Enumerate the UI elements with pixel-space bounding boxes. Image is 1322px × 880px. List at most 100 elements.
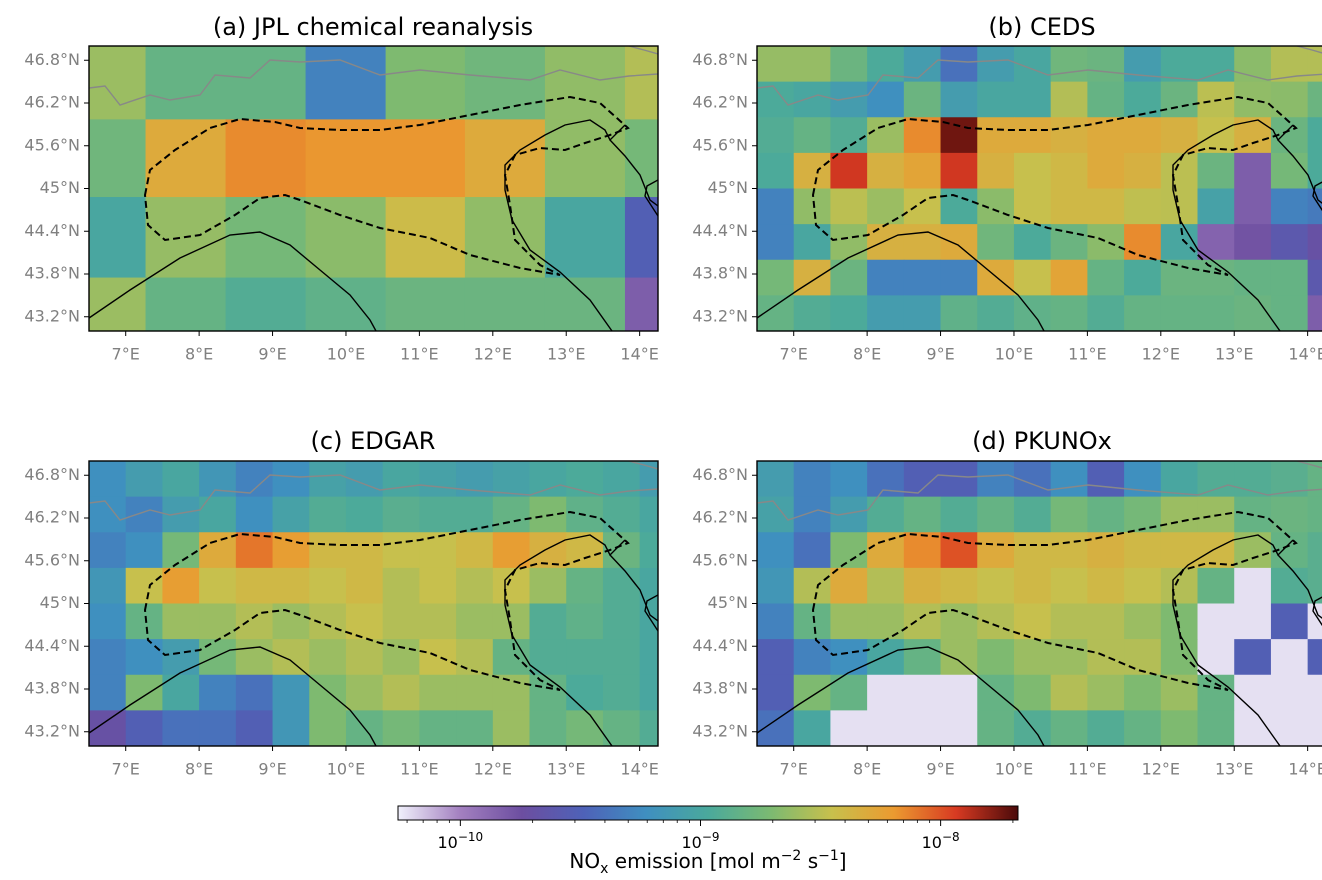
x-tick-label: 13°E — [547, 760, 585, 779]
grid-cell — [1050, 117, 1088, 154]
grid-cell — [1013, 152, 1052, 189]
grid-cell — [1050, 295, 1088, 331]
y-tick-label: 44.4°N — [24, 221, 80, 240]
grid-cell — [793, 674, 831, 711]
grid-cells — [89, 461, 658, 746]
grid-cell — [639, 496, 658, 533]
y-tick-label: 45°N — [708, 178, 748, 197]
grid-cell — [793, 567, 831, 604]
grid-cell — [1013, 188, 1052, 225]
grid-cell — [492, 496, 531, 533]
grid-cell — [903, 674, 942, 711]
grid-cell — [382, 532, 420, 569]
grid-cell — [867, 259, 905, 296]
grid-cell — [272, 639, 310, 676]
grid-cell — [940, 603, 978, 640]
grid-cell — [903, 532, 942, 569]
grid-cell — [235, 461, 274, 498]
x-tick-label: 10°E — [327, 345, 365, 364]
y-tick-label: 45°N — [40, 593, 80, 612]
grid-cell — [830, 117, 868, 154]
grid-cell — [1270, 152, 1309, 189]
grid-cell — [1160, 295, 1199, 331]
grid-cell — [456, 674, 494, 711]
grid-cell — [89, 567, 127, 604]
grid-cell — [566, 567, 604, 604]
grid-cell — [309, 532, 347, 569]
x-tick-label: 13°E — [1215, 345, 1253, 364]
grid-cell — [1050, 532, 1088, 569]
grid-cell — [456, 710, 494, 746]
grid-cell — [1087, 259, 1125, 296]
x-tick-label: 11°E — [1068, 760, 1106, 779]
x-tick-label: 7°E — [780, 345, 808, 364]
grid-cell — [305, 119, 387, 198]
grid-cell — [867, 639, 905, 676]
grid-cell — [419, 603, 457, 640]
grid-cell — [1013, 532, 1052, 569]
grid-cell — [382, 674, 420, 711]
x-tick-label: 7°E — [112, 345, 140, 364]
grid-cell — [1124, 152, 1162, 189]
grid-cell — [903, 295, 942, 331]
grid-cell — [830, 188, 868, 225]
grid-cell — [867, 603, 905, 640]
grid-cell — [235, 639, 274, 676]
y-tick-label: 43.2°N — [692, 306, 748, 325]
grid-cell — [235, 532, 274, 569]
grid-cell — [1197, 224, 1235, 261]
grid-cell — [529, 710, 567, 746]
colorbar: 10−10 10−9 10−8 — [397, 805, 1019, 852]
grid-cell — [1234, 295, 1272, 331]
y-tick-label: 43.8°N — [24, 679, 80, 698]
grid-cell — [235, 496, 274, 533]
tick-exponent: −9 — [702, 830, 720, 844]
grid-cell — [867, 496, 905, 533]
y-tick-label: 46.8°N — [24, 50, 80, 69]
label-part: s — [801, 849, 818, 873]
label-part: emission [mol m — [608, 849, 780, 873]
grid-cell — [624, 119, 658, 198]
grid-cell — [1124, 224, 1162, 261]
grid-cell — [1307, 496, 1322, 533]
grid-cell — [1197, 603, 1235, 640]
grid-cell — [125, 496, 163, 533]
grid-cell — [89, 674, 127, 711]
label-part: NO — [569, 849, 600, 873]
grid-cell — [757, 461, 795, 498]
grid-cell — [940, 259, 978, 296]
y-tick-label: 45°N — [708, 593, 748, 612]
x-tick-label: 14°E — [620, 345, 658, 364]
grid-cell — [867, 710, 905, 746]
grid-cell — [1124, 639, 1162, 676]
grid-cell — [793, 496, 831, 533]
grid-cell — [940, 224, 978, 261]
grid-cell — [1160, 46, 1199, 83]
grid-cell — [145, 277, 227, 331]
grid-cell — [125, 567, 163, 604]
grid-cell — [1160, 259, 1199, 296]
grid-cell — [639, 674, 658, 711]
grid-cell — [830, 461, 868, 498]
grid-cell — [830, 532, 868, 569]
grid-cell — [903, 567, 942, 604]
tick-base: 10 — [438, 833, 458, 852]
grid-cell — [492, 674, 531, 711]
x-tick-label: 7°E — [112, 760, 140, 779]
grid-cell — [977, 81, 1015, 118]
grid-cell — [1197, 188, 1235, 225]
grid-cell — [757, 188, 795, 225]
grid-cell — [225, 197, 307, 279]
map-panel: 7°E 8°E 9°E 10°E 11°E 12°E 13°E 14°E 46.8°N 46.2°… — [692, 460, 1322, 779]
grid-cell — [419, 532, 457, 569]
grid-cell — [977, 224, 1015, 261]
grid-cell — [1013, 496, 1052, 533]
grid-cell — [830, 567, 868, 604]
grid-cell — [309, 496, 347, 533]
grid-cell — [1087, 603, 1125, 640]
grid-cell — [867, 152, 905, 189]
grid-cell — [382, 496, 420, 533]
grid-cell — [1087, 496, 1125, 533]
grid-cell — [940, 81, 978, 118]
